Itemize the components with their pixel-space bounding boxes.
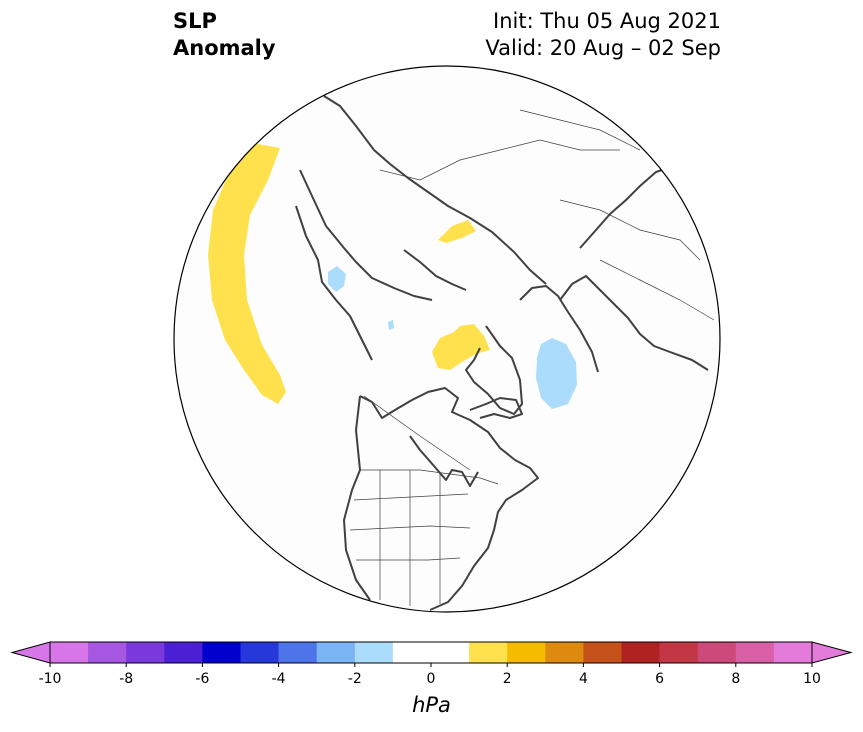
borders [349,109,715,606]
colorbar-tick-label: 6 [655,671,664,687]
colorbar-tick-label: 4 [579,671,588,687]
colorbar-tick-label: -2 [348,671,362,687]
anomaly-negative-arctic-small [388,320,394,330]
title-dates: Init: Thu 05 Aug 2021 Valid: 20 Aug – 02… [485,8,721,62]
colorbar-segment [88,642,127,663]
colorbar-tick-label: 2 [503,671,512,687]
colorbar-units: hPa [412,693,451,717]
colorbar-segment [202,642,241,663]
colorbar-tick-label: 0 [427,671,436,687]
anomaly-negative-atlantic [536,338,577,409]
map-boundary [173,65,721,613]
colorbar-segment [392,642,432,663]
coastlines [295,95,709,611]
colorbar-segment [469,642,508,663]
title-variable-line2: Anomaly [173,36,276,60]
anomaly-positive-pacific [208,143,286,404]
valid-period: Valid: 20 Aug – 02 Sep [485,36,721,60]
colorbar-segment [431,642,470,663]
title-variable: SLP Anomaly [173,8,276,62]
colorbar-segment [583,642,622,663]
colorbar-segment [354,642,394,663]
colorbar-segment [316,642,356,663]
anomaly-negative-siberia-coast [328,266,346,292]
colorbar-segment [164,642,203,663]
colorbar-extend-max [811,641,853,664]
colorbar-tick-label: -10 [39,671,62,687]
title-variable-line1: SLP [173,9,217,33]
colorbar-segment [659,642,699,663]
colorbar-segment [126,642,165,663]
colorbar: -10 -8 -6 -4 -2 0 2 4 6 8 10 [10,641,853,687]
colorbar-tick-label: -8 [119,671,133,687]
colorbar-tick-label: 8 [731,671,740,687]
colorbar-tick-label: 10 [803,671,821,687]
polar-map [173,65,721,613]
colorbar-segment [507,642,546,663]
colorbar-extend-min [10,641,51,664]
colorbar-segment [697,642,737,663]
anomaly-positive-siberia [438,220,476,243]
colorbar-ticks: -10 -8 -6 -4 -2 0 2 4 6 8 10 [39,663,821,687]
colorbar-segments [10,641,853,664]
init-date: Init: Thu 05 Aug 2021 [493,9,721,33]
colorbar-tick-label: -4 [272,671,286,687]
colorbar-segment [50,642,89,663]
colorbar-segment [735,642,775,663]
colorbar-tick-label: -6 [195,671,209,687]
colorbar-segment [545,642,584,663]
anomaly-positive-arctic [432,324,490,370]
colorbar-segment [278,642,318,663]
colorbar-segment [773,642,813,663]
colorbar-segment [621,642,661,663]
colorbar-segment [240,642,280,663]
